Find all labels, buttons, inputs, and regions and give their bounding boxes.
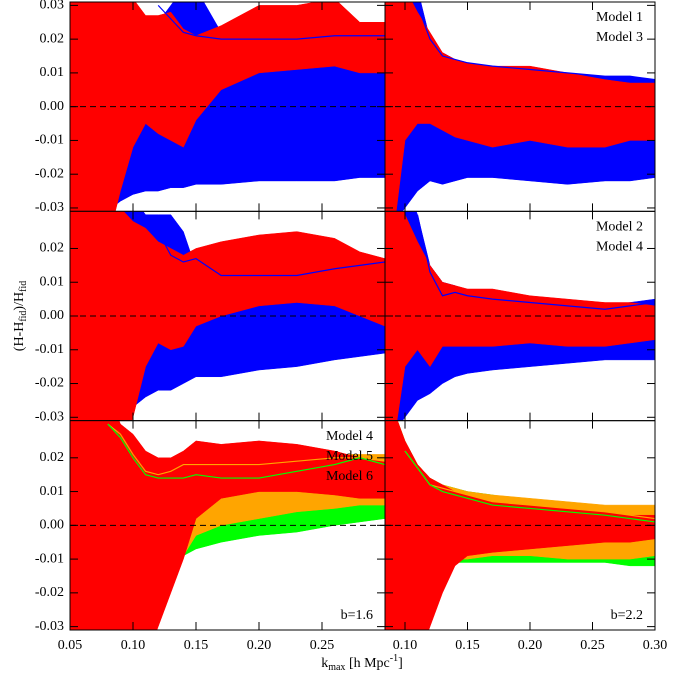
y-tick-label: -0.02 bbox=[35, 166, 64, 181]
x-label-part: -1 bbox=[390, 653, 398, 664]
y-tick-label: 0.02 bbox=[40, 450, 65, 465]
y-tick-label: 0.02 bbox=[40, 241, 65, 256]
panel bbox=[70, 211, 385, 421]
legend-entry: Model 2 bbox=[596, 220, 643, 235]
x-label-part: ] bbox=[398, 656, 403, 671]
x-tick-label: 0.25 bbox=[310, 638, 335, 653]
center-line bbox=[157, 231, 385, 277]
y-tick-label: 0.01 bbox=[40, 65, 65, 80]
y-tick-label: 0.01 bbox=[40, 274, 65, 289]
center-line bbox=[416, 5, 655, 81]
center-line bbox=[107, 423, 385, 476]
y-tick-label: -0.03 bbox=[35, 200, 64, 215]
x-tick-label: 0.10 bbox=[121, 638, 146, 653]
legend-entry: Model 1 bbox=[596, 10, 643, 25]
y-tick-label: 0.00 bbox=[40, 518, 65, 533]
x-tick-label: 0.05 bbox=[58, 638, 83, 653]
x-axis-label: kmax [h Mpc-1] bbox=[321, 653, 403, 673]
legend-entry: Model 4 bbox=[596, 240, 643, 255]
x-tick-label: 0.30 bbox=[643, 638, 668, 653]
y-tick-label: 0.00 bbox=[40, 308, 65, 323]
band bbox=[70, 2, 385, 212]
band bbox=[70, 211, 385, 421]
center-line bbox=[416, 214, 655, 310]
x-tick-label: 0.10 bbox=[393, 638, 418, 653]
x-tick-label: 0.25 bbox=[580, 638, 605, 653]
legend-entry: Model 4 bbox=[326, 429, 373, 444]
x-tick-label: 0.15 bbox=[184, 638, 209, 653]
panel bbox=[385, 211, 655, 421]
y-label-part: fid bbox=[18, 281, 29, 292]
y-tick-label: -0.02 bbox=[35, 376, 64, 391]
y-tick-label: -0.02 bbox=[35, 585, 64, 600]
annotation: b=1.6 bbox=[341, 608, 373, 623]
y-axis-label: (H-Hfid)/Hfid bbox=[12, 281, 29, 351]
x-tick-label: 0.15 bbox=[455, 638, 480, 653]
annotation: b=2.2 bbox=[611, 608, 643, 623]
panel bbox=[70, 420, 385, 630]
y-label-part: (H-H bbox=[12, 322, 27, 352]
legend-entry: Model 5 bbox=[326, 449, 373, 464]
panel bbox=[70, 2, 385, 212]
y-label-part: fid bbox=[18, 311, 29, 322]
legend-entry: Model 3 bbox=[596, 30, 643, 45]
y-tick-label: -0.03 bbox=[35, 619, 64, 634]
y-tick-label: -0.03 bbox=[35, 410, 64, 425]
center-line bbox=[107, 423, 385, 479]
legend-entry: Model 6 bbox=[326, 469, 373, 484]
x-tick-label: 0.20 bbox=[247, 638, 272, 653]
y-tick-label: 0.01 bbox=[40, 484, 65, 499]
y-tick-label: 0.02 bbox=[40, 31, 65, 46]
x-label-part: max bbox=[328, 662, 345, 673]
y-tick-label: -0.01 bbox=[35, 551, 64, 566]
y-label-part: )/H bbox=[12, 292, 27, 311]
band bbox=[70, 420, 385, 630]
center-line bbox=[157, 4, 385, 40]
y-tick-label: 0.03 bbox=[40, 0, 65, 13]
y-tick-label: 0.00 bbox=[40, 99, 65, 114]
center-line bbox=[404, 450, 655, 523]
y-tick-label: -0.01 bbox=[35, 342, 64, 357]
y-tick-label: -0.01 bbox=[35, 133, 64, 148]
x-label-part: k bbox=[321, 656, 328, 671]
x-label-part: [h Mpc bbox=[345, 656, 389, 671]
x-tick-label: 0.20 bbox=[518, 638, 543, 653]
